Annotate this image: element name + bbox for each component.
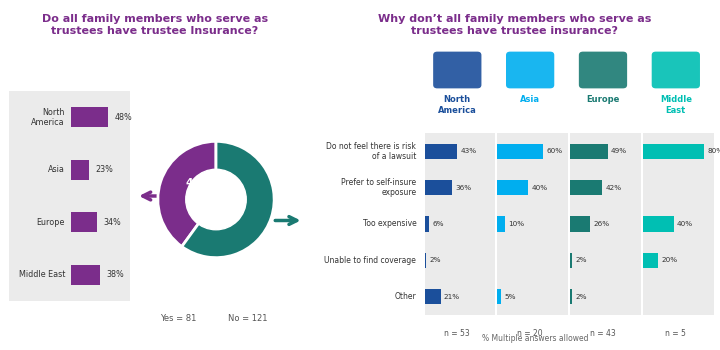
FancyBboxPatch shape bbox=[71, 160, 89, 180]
FancyBboxPatch shape bbox=[570, 216, 590, 232]
Text: Do all family members who serve as
trustees have trustee Insurance?: Do all family members who serve as trust… bbox=[42, 14, 268, 36]
Text: 6%: 6% bbox=[433, 221, 444, 227]
Text: 38%: 38% bbox=[107, 270, 125, 279]
Text: 60%: 60% bbox=[546, 148, 563, 154]
FancyBboxPatch shape bbox=[425, 216, 429, 232]
Text: 20%: 20% bbox=[662, 257, 678, 264]
Text: 23%: 23% bbox=[95, 165, 113, 174]
Text: Too expensive: Too expensive bbox=[363, 219, 416, 229]
FancyBboxPatch shape bbox=[425, 133, 495, 315]
Text: Middle East: Middle East bbox=[19, 270, 65, 279]
Text: 5%: 5% bbox=[505, 294, 516, 300]
FancyBboxPatch shape bbox=[425, 289, 441, 304]
FancyBboxPatch shape bbox=[498, 133, 568, 315]
FancyBboxPatch shape bbox=[643, 216, 674, 232]
Text: 2%: 2% bbox=[575, 257, 587, 264]
Wedge shape bbox=[158, 141, 216, 246]
FancyBboxPatch shape bbox=[71, 212, 97, 232]
Text: 10%: 10% bbox=[508, 221, 524, 227]
Text: Other: Other bbox=[395, 292, 416, 301]
Text: n = 5: n = 5 bbox=[665, 329, 686, 338]
Circle shape bbox=[186, 169, 246, 230]
Text: Asia: Asia bbox=[48, 165, 65, 174]
Text: 42%: 42% bbox=[606, 184, 622, 191]
FancyBboxPatch shape bbox=[498, 289, 501, 304]
Text: North
America: North America bbox=[32, 107, 65, 127]
Text: 2%: 2% bbox=[429, 257, 441, 264]
Text: Unable to find coverage: Unable to find coverage bbox=[325, 256, 416, 265]
Text: Europe: Europe bbox=[37, 218, 65, 227]
FancyBboxPatch shape bbox=[570, 253, 572, 268]
Text: 48%: 48% bbox=[114, 113, 132, 122]
FancyBboxPatch shape bbox=[570, 133, 641, 315]
Text: 40%: 40% bbox=[677, 221, 693, 227]
FancyBboxPatch shape bbox=[570, 180, 603, 195]
Text: 34%: 34% bbox=[104, 218, 122, 227]
FancyBboxPatch shape bbox=[71, 107, 108, 127]
Text: % Multiple answers allowed: % Multiple answers allowed bbox=[482, 334, 588, 343]
Text: 2%: 2% bbox=[575, 294, 587, 300]
Text: Yes = 81: Yes = 81 bbox=[160, 314, 197, 323]
Text: North
America: North America bbox=[438, 95, 477, 115]
Text: 80%: 80% bbox=[708, 148, 720, 154]
FancyBboxPatch shape bbox=[498, 180, 528, 195]
Text: 36%: 36% bbox=[455, 184, 472, 191]
Text: 49%: 49% bbox=[611, 148, 627, 154]
FancyBboxPatch shape bbox=[9, 91, 130, 301]
Text: 40%: 40% bbox=[531, 184, 547, 191]
Text: n = 43: n = 43 bbox=[590, 329, 616, 338]
Text: Europe: Europe bbox=[586, 95, 620, 104]
FancyBboxPatch shape bbox=[71, 265, 101, 285]
FancyBboxPatch shape bbox=[643, 253, 658, 268]
Text: Prefer to self-insure
exposure: Prefer to self-insure exposure bbox=[341, 178, 416, 197]
FancyBboxPatch shape bbox=[643, 133, 714, 315]
Text: Asia: Asia bbox=[520, 95, 540, 104]
Text: Middle
East: Middle East bbox=[660, 95, 692, 115]
FancyBboxPatch shape bbox=[425, 144, 457, 159]
FancyBboxPatch shape bbox=[652, 51, 700, 88]
FancyBboxPatch shape bbox=[498, 216, 505, 232]
FancyBboxPatch shape bbox=[506, 51, 554, 88]
FancyBboxPatch shape bbox=[579, 51, 627, 88]
FancyBboxPatch shape bbox=[433, 51, 482, 88]
FancyBboxPatch shape bbox=[570, 289, 572, 304]
FancyBboxPatch shape bbox=[570, 144, 608, 159]
Text: n = 20: n = 20 bbox=[518, 329, 543, 338]
Text: Do not feel there is risk
of a lawsuit: Do not feel there is risk of a lawsuit bbox=[326, 141, 416, 161]
Text: n = 53: n = 53 bbox=[444, 329, 470, 338]
Text: 40%
Yes: 40% Yes bbox=[186, 178, 211, 200]
Wedge shape bbox=[182, 141, 274, 258]
Text: 26%: 26% bbox=[593, 221, 610, 227]
Text: 43%: 43% bbox=[461, 148, 477, 154]
Text: 60%
No: 60% No bbox=[220, 202, 245, 223]
FancyBboxPatch shape bbox=[643, 144, 704, 159]
FancyBboxPatch shape bbox=[425, 180, 452, 195]
FancyBboxPatch shape bbox=[498, 144, 544, 159]
FancyBboxPatch shape bbox=[425, 253, 426, 268]
Text: No = 121: No = 121 bbox=[228, 314, 267, 323]
Text: Why don’t all family members who serve as
trustees have trustee insurance?: Why don’t all family members who serve a… bbox=[378, 14, 652, 36]
Text: 21%: 21% bbox=[444, 294, 460, 300]
